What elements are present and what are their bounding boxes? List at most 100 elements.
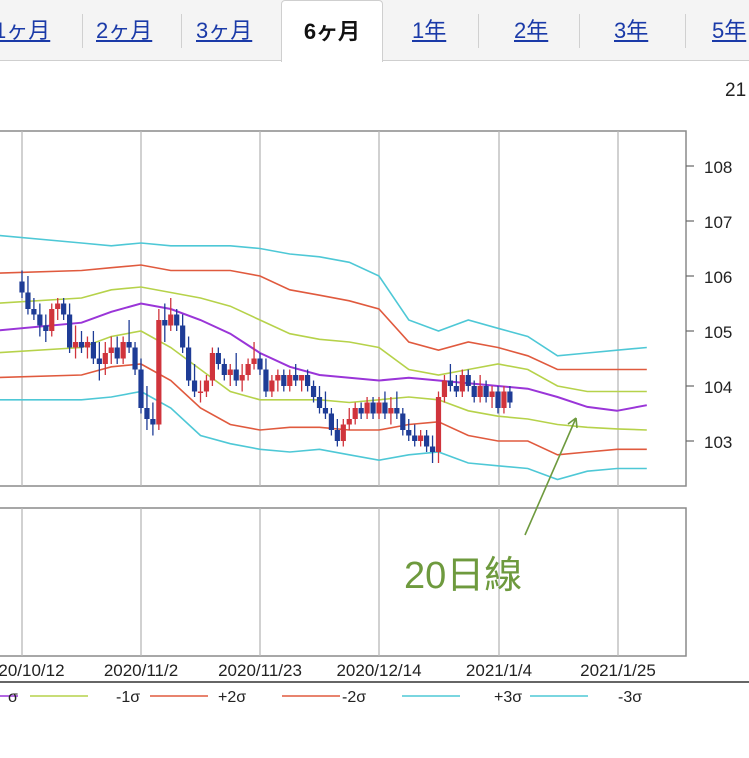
candle-up [275, 375, 281, 381]
candle-down [310, 386, 317, 397]
tab-5-years[interactable]: 5年 [712, 18, 747, 43]
candle-up [364, 402, 370, 414]
candle-down [322, 408, 329, 414]
candle-down [447, 380, 453, 386]
y-tick-label: 108 [704, 158, 732, 177]
x-tick-label: 2021/1/4 [466, 661, 532, 680]
candle-down [126, 342, 132, 348]
candle-down [453, 386, 459, 392]
tab-separator [181, 14, 182, 48]
candle-down [263, 369, 269, 392]
candle-up [418, 435, 424, 441]
tab-2-years[interactable]: 2年 [514, 18, 549, 43]
candle-up [299, 375, 305, 381]
tab-3-years[interactable]: 3年 [614, 18, 649, 43]
candle-down [19, 281, 25, 293]
candle-down [114, 347, 120, 359]
x-tick-label: 2020/11/23 [218, 661, 302, 680]
candle-down [358, 408, 364, 414]
candle-down [144, 408, 150, 419]
legend-label: +3σ [494, 689, 522, 706]
candle-up [120, 342, 126, 359]
annotation-pointer-line [524, 417, 577, 536]
candle-down [412, 435, 418, 441]
candle-down [25, 292, 31, 309]
candle-down [221, 364, 227, 375]
candle-down [233, 369, 239, 381]
annotation-arrowhead [567, 417, 578, 429]
ma-annotation: 20日線 [404, 417, 578, 597]
candle-up [501, 391, 507, 408]
candle-up [340, 424, 346, 441]
candle-up [168, 314, 174, 326]
candle-down [471, 386, 477, 397]
tab-2-months[interactable]: 2ヶ月 [96, 18, 153, 43]
candle-down [37, 314, 43, 326]
tab-3-months[interactable]: 3ヶ月 [196, 18, 253, 43]
x-tick-label: 2020/12/14 [336, 661, 421, 680]
chart-panels [0, 130, 687, 657]
candle-down [400, 413, 406, 430]
candle-up [108, 347, 114, 353]
candle-down [186, 347, 192, 381]
candle-up [477, 386, 483, 397]
tab-6-months[interactable]: 6ヶ月 [281, 0, 383, 62]
bollinger-bands [0, 234, 647, 481]
legend-label: +2σ [218, 689, 246, 706]
candle-down [78, 342, 85, 348]
candle-down [132, 347, 138, 370]
candle-up [84, 342, 91, 348]
candle-down [495, 391, 501, 408]
y-axis-ticks: 108 107 106 105 104 103 [686, 158, 732, 452]
candle-up [239, 375, 245, 381]
candle-down [424, 435, 430, 447]
band-plus-3-sigma [0, 234, 647, 357]
legend-label: σ [8, 689, 18, 706]
candle-up [376, 402, 382, 414]
candle-up [203, 380, 210, 392]
tab-separator [478, 14, 479, 48]
annotation-label: 20日線 [404, 555, 522, 597]
candle-up [102, 353, 108, 364]
candle-down [316, 397, 323, 408]
x-axis-ticks: 2020/10/12 2020/11/2 2020/11/23 2020/12/14 2… [0, 661, 656, 680]
candle-down [334, 430, 340, 441]
legend-label: -1σ [116, 689, 140, 706]
x-tick-label: 2021/1/25 [580, 661, 656, 680]
candle-down [483, 386, 489, 397]
candle-up [227, 369, 233, 375]
candle-down [138, 369, 144, 408]
candle-down [406, 430, 412, 436]
y-tick-label: 107 [704, 213, 732, 232]
candle-up [346, 419, 352, 425]
candle-down [215, 353, 221, 364]
tab-separator [579, 14, 580, 48]
candle-down [507, 391, 513, 403]
candle-up [209, 353, 215, 381]
y-tick-label: 104 [704, 378, 732, 397]
candle-down [31, 309, 37, 315]
candle-down [293, 375, 299, 381]
candlesticks [19, 270, 513, 463]
legend-label: -2σ [342, 689, 366, 706]
tab-1-year[interactable]: 1年 [412, 18, 447, 43]
candle-down [180, 325, 186, 348]
candle-down [394, 408, 400, 414]
candle-down [174, 314, 180, 326]
candle-up [352, 408, 358, 419]
period-tab-bar: 1ヶ月 2ヶ月 3ヶ月 6ヶ月 1年 2年 3年 5年 [0, 0, 749, 62]
candle-up [269, 380, 275, 392]
tab-separator [82, 14, 83, 48]
candle-up [245, 364, 251, 375]
candle-down [90, 342, 96, 359]
candle-down [67, 314, 73, 348]
tab-1-month[interactable]: 1ヶ月 [0, 18, 51, 43]
band-plus-1-sigma [0, 286, 647, 393]
candle-up [441, 380, 448, 397]
candle-up [251, 358, 257, 364]
x-tick-label: 2020/10/12 [0, 661, 65, 680]
candle-down [465, 375, 471, 386]
chart-legend: σ -1σ +2σ -2σ +3σ -3σ [0, 681, 749, 706]
moving-average-line [0, 302, 647, 412]
candle-down [382, 402, 388, 414]
